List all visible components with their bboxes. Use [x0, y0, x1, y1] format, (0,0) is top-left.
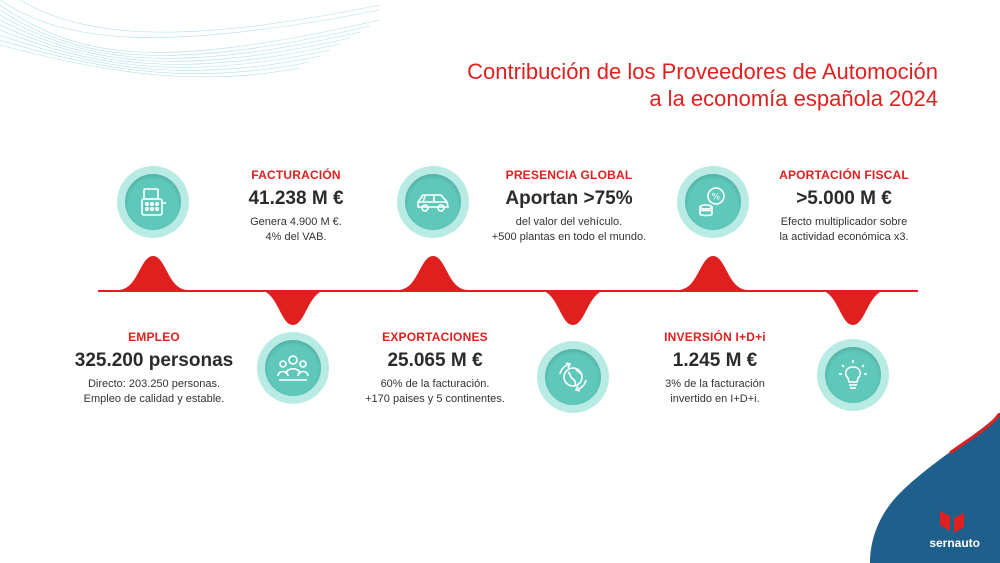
exportaciones-desc: 60% de la facturación. +170 paises y 5 c…	[365, 378, 505, 405]
presencia-value: Aportan >75%	[505, 188, 633, 209]
facturacion-block: FACTURACIÓN 41.238 M € Genera 4.900 M €.…	[186, 168, 406, 245]
fiscal-label: APORTACIÓN FISCAL	[779, 168, 909, 182]
inversion-icon-badge	[817, 339, 889, 411]
tax-coins-icon: %	[699, 187, 725, 217]
presencia-desc: del valor del vehículo. +500 plantas en …	[491, 216, 647, 243]
inversion-value: 1.245 M €	[672, 350, 758, 371]
presencia-label: PRESENCIA GLOBAL	[505, 168, 633, 182]
globe-arrows-icon	[559, 362, 587, 392]
exportaciones-block: EXPORTACIONES 25.065 M € 60% de la factu…	[325, 330, 545, 407]
empleo-value: 325.200 personas	[74, 350, 234, 371]
svg-text:%: %	[712, 193, 721, 203]
decorative-waves	[0, 0, 380, 78]
empleo-block: EMPLEO 325.200 personas Directo: 203.250…	[44, 330, 264, 407]
facturacion-desc: Genera 4.900 M €. 4% del VAB.	[250, 216, 342, 243]
fiscal-block: APORTACIÓN FISCAL >5.000 M € Efecto mult…	[734, 168, 954, 245]
car-icon	[417, 194, 449, 212]
lightbulb-icon	[839, 360, 867, 389]
exportaciones-value: 25.065 M €	[387, 350, 483, 371]
facturacion-icon-badge	[117, 166, 189, 238]
fiscal-icon-badge: %	[677, 166, 749, 238]
presencia-icon-badge	[397, 166, 469, 238]
fiscal-value: >5.000 M €	[796, 188, 892, 209]
inversion-desc: 3% de la facturación invertido en I+D+i.	[665, 378, 765, 405]
brand-name: sernauto	[929, 536, 980, 550]
empleo-icon-badge	[257, 332, 329, 404]
cash-register-icon	[141, 188, 166, 216]
inversion-label: INVERSIÓN I+D+i	[664, 330, 766, 344]
empleo-label: EMPLEO	[128, 330, 180, 344]
page-title: Contribución de los Proveedores de Autom…	[467, 58, 938, 112]
brand-corner-shape	[870, 413, 1000, 563]
presencia-block: PRESENCIA GLOBAL Aportan >75% del valor …	[459, 168, 679, 245]
sernauto-logo-icon	[940, 511, 964, 533]
people-icon	[277, 355, 309, 381]
title-line-1: Contribución de los Proveedores de Autom…	[467, 59, 938, 84]
empleo-desc: Directo: 203.250 personas. Empleo de cal…	[83, 378, 225, 405]
inversion-block: INVERSIÓN I+D+i 1.245 M € 3% de la factu…	[605, 330, 825, 407]
title-line-2: a la economía española 2024	[649, 86, 938, 111]
facturacion-value: 41.238 M €	[248, 188, 344, 209]
exportaciones-label: EXPORTACIONES	[382, 330, 488, 344]
facturacion-label: FACTURACIÓN	[251, 168, 341, 182]
exportaciones-icon-badge	[537, 341, 609, 413]
fiscal-desc: Efecto multiplicador sobre la actividad …	[779, 216, 909, 243]
